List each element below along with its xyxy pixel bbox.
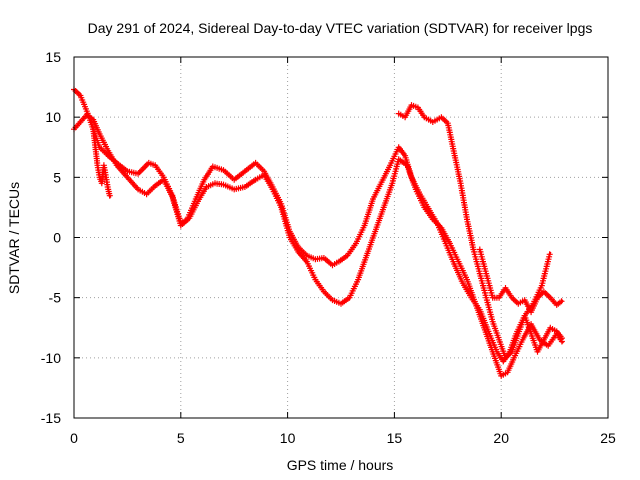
y-tick-label: 15 xyxy=(45,49,61,65)
y-tick-labels: -15 -10 -5 0 5 10 15 xyxy=(41,49,61,426)
data-point xyxy=(546,251,553,258)
x-tick-labels: 0 5 10 15 20 25 xyxy=(70,430,616,446)
x-tick-label: 10 xyxy=(280,430,296,446)
y-tick-label: -15 xyxy=(41,410,61,426)
x-tick-label: 0 xyxy=(70,430,78,446)
data-point xyxy=(558,298,565,305)
series-track-3 xyxy=(395,102,565,361)
y-axis-label: SDTVAR / TECUs xyxy=(6,182,22,294)
data-series xyxy=(71,86,565,379)
data-point xyxy=(106,192,113,199)
x-tick-label: 25 xyxy=(600,430,616,446)
series-track-4 xyxy=(476,246,565,316)
series-track-5 xyxy=(90,126,113,199)
x-tick-label: 15 xyxy=(387,430,403,446)
x-tick-label: 20 xyxy=(493,430,509,446)
y-tick-label: -10 xyxy=(41,350,61,366)
chart-title: Day 291 of 2024, Sidereal Day-to-day VTE… xyxy=(88,20,593,36)
series-track-2 xyxy=(71,111,565,379)
y-tick-label: 10 xyxy=(45,109,61,125)
x-tick-label: 5 xyxy=(177,430,185,446)
axis-ticks xyxy=(73,56,609,419)
y-tick-label: 0 xyxy=(53,230,61,246)
data-point xyxy=(558,335,565,342)
y-tick-label: -5 xyxy=(49,290,62,306)
y-tick-label: 5 xyxy=(53,169,61,185)
x-axis-label: GPS time / hours xyxy=(287,457,394,473)
